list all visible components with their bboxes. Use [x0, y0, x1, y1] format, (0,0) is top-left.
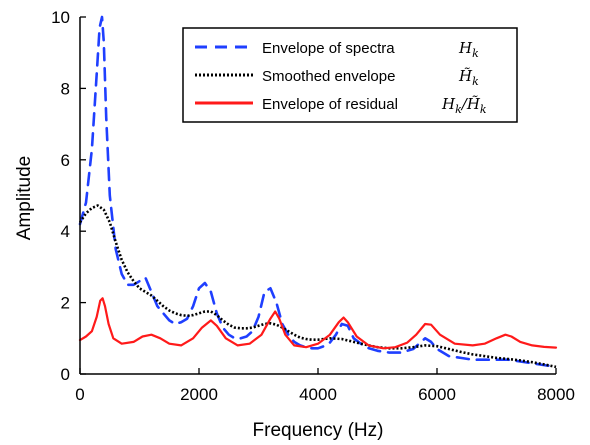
y-tick-label: 2 [61, 294, 70, 313]
x-tick-label: 0 [75, 385, 84, 404]
y-tick-label: 4 [61, 222, 70, 241]
x-axis-label: Frequency (Hz) [253, 420, 384, 441]
axes-layer: 0 2000 4000 6000 8000 0 2 4 6 8 10 [51, 8, 575, 404]
legend-math-1: Hk [458, 39, 479, 60]
x-tick-label: 6000 [418, 385, 456, 404]
series-line-1 [78, 15, 558, 369]
series-layer [78, 15, 558, 369]
y-tick-label: 0 [61, 365, 70, 384]
x-tick-label: 4000 [299, 385, 337, 404]
x-tick-label: 8000 [537, 385, 575, 404]
legend-entry-2: Smoothed envelope H̃k [195, 67, 479, 88]
legend-box [182, 27, 518, 123]
legend-math-3: Hk/H̃k [441, 95, 487, 116]
series-line-2 [78, 204, 557, 369]
y-tick-label: 6 [61, 151, 70, 170]
y-tick-label: 10 [51, 8, 70, 27]
x-tick-label: 2000 [180, 385, 218, 404]
legend-label-2: Smoothed envelope [262, 68, 395, 85]
series-line-3 [78, 297, 558, 350]
legend-math-2: H̃k [458, 67, 479, 88]
legend-entry-3: Envelope of residual Hk/H̃k [195, 95, 487, 116]
legend-entry-1: Envelope of spectra Hk [195, 39, 479, 60]
y-tick-label: 8 [61, 79, 70, 98]
legend-label-1: Envelope of spectra [262, 40, 395, 57]
legend-label-3: Envelope of residual [262, 96, 398, 113]
y-axis-label: Amplitude [14, 156, 35, 241]
legend: Envelope of spectra Hk Smoothed envelope… [182, 27, 518, 123]
